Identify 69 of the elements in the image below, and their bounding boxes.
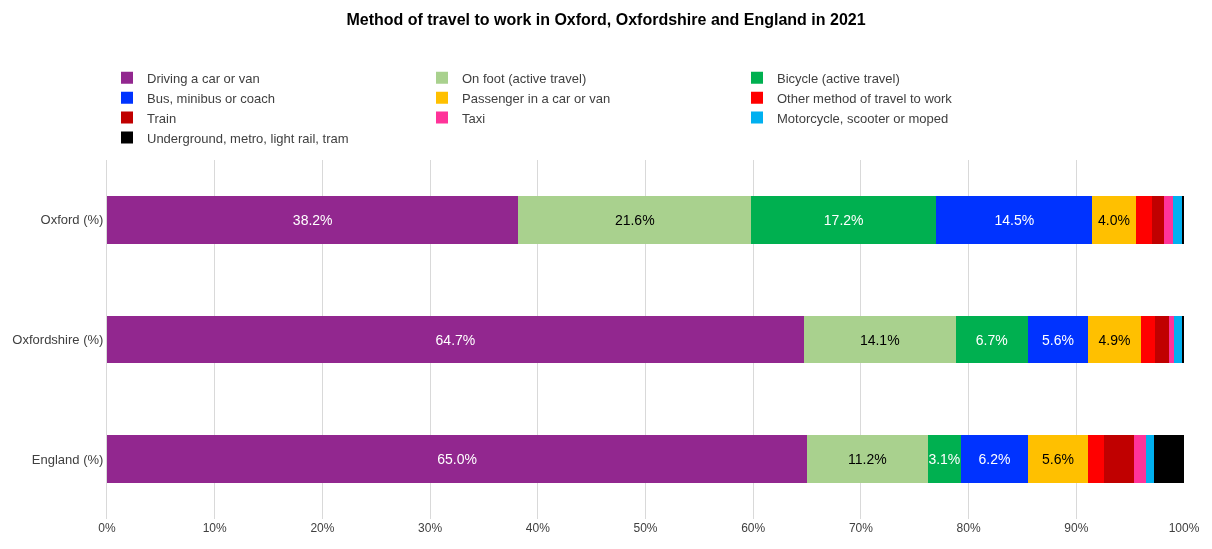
data-label: 65.0% [437,451,477,468]
bar [1153,435,1184,484]
legend-label: Other method of travel to work [777,90,953,106]
y-tick-label: Oxfordshire (%) [12,332,104,348]
bar [1163,195,1174,244]
data-label: 3.1% [928,451,961,468]
bar [1146,435,1154,484]
legend-label: Train [147,110,177,126]
y-tick-label: England (%) [31,451,104,467]
legend-label: On foot (active travel) [462,70,587,86]
bar [1173,195,1182,244]
bar [955,315,1028,364]
data-label: 11.2% [848,451,887,468]
x-tick-label: 60% [741,521,766,535]
data-label: 64.7% [435,331,476,348]
bar [1174,315,1182,364]
bar [107,435,808,484]
bar [1088,435,1105,484]
bar [1088,315,1141,364]
bar [1134,435,1147,484]
data-label: 4.0% [1098,211,1130,228]
data-label: 17.2% [823,211,864,228]
bar [936,195,1093,244]
data-label: 21.6% [614,211,655,228]
bar [1104,435,1135,484]
x-tick-label: 90% [1064,521,1089,535]
legend-label: Underground, metro, light rail, tram [147,130,349,146]
bar [803,315,956,364]
bar [1135,195,1152,244]
legend-label: Bicycle (active travel) [777,70,900,86]
x-tick-label: 80% [956,521,981,535]
x-tick-label: 100% [1168,521,1200,535]
bar [107,315,804,364]
bar [807,435,928,484]
x-tick-label: 10% [202,521,228,535]
data-label: 6.7% [975,331,1008,348]
data-label: 14.1% [859,331,900,348]
legend-label: Driving a car or van [147,70,260,86]
bar [1151,195,1164,244]
legend-label: Passenger in a car or van [462,90,611,106]
x-tick-label: 20% [310,521,335,535]
bar [1181,195,1184,244]
bar [1181,315,1184,364]
bar [751,195,937,244]
data-label: 5.6% [1042,451,1074,468]
data-label: 14.5% [994,211,1035,228]
x-tick-label: 50% [633,521,658,535]
x-tick-label: 30% [418,521,443,535]
data-label: 6.2% [978,451,1011,468]
x-tick-label: 40% [525,521,551,535]
data-label: 5.6% [1042,331,1074,348]
bar [961,435,1028,484]
bar [107,195,519,244]
bar [1140,315,1155,364]
legend-label: Bus, minibus or coach [147,90,275,106]
data-label: 4.9% [1098,331,1131,348]
legend-label: Motorcycle, scooter or moped [777,110,949,126]
bar [518,195,752,244]
bar [1168,315,1175,364]
chart-title: Method of travel to work in Oxford, Oxfordshire and England in 2021 [346,10,866,28]
legend-label: Taxi [462,110,486,126]
x-tick-label: 0% [98,521,116,535]
bar [1027,435,1089,484]
bar [1027,315,1089,364]
bar [1092,195,1136,244]
x-tick-label: 70% [848,521,874,535]
data-label: 38.2% [292,211,333,228]
y-tick-label: Oxford (%) [40,212,104,228]
bar [1154,315,1169,364]
